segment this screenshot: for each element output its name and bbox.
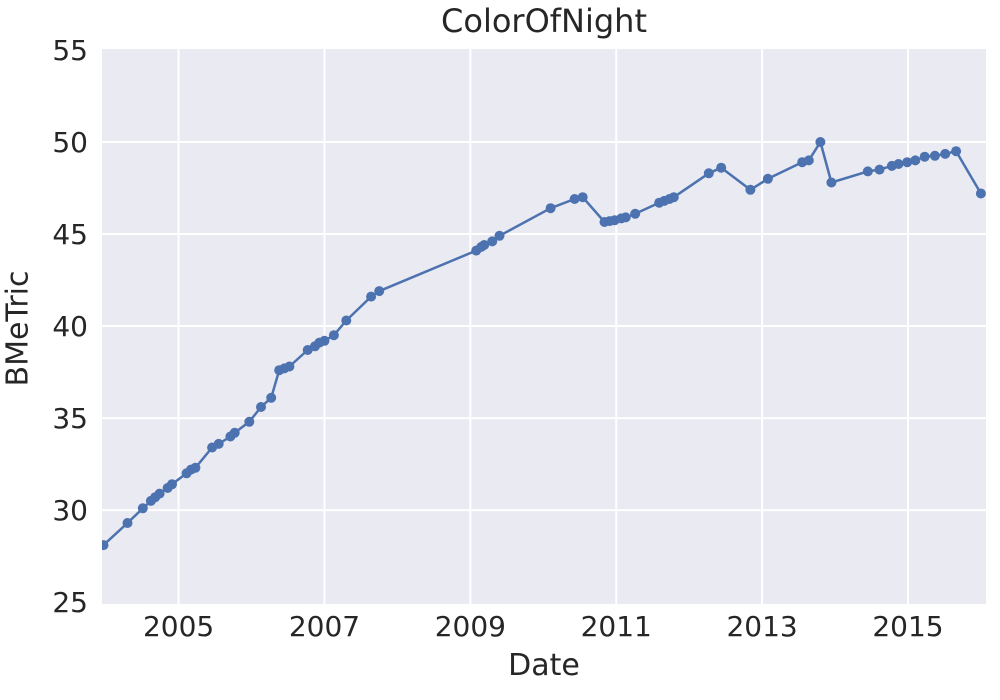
data-point [874, 164, 885, 175]
data-point [716, 162, 727, 173]
data-point [910, 155, 921, 166]
data-point [940, 148, 951, 159]
data-point [374, 286, 385, 297]
data-point [620, 212, 631, 223]
data-point [862, 166, 873, 177]
y-tick-label: 45 [52, 218, 88, 251]
x-axis-label: Date [508, 648, 580, 683]
x-tick-label: 2009 [435, 610, 506, 643]
data-point [366, 291, 377, 302]
y-tick-label: 25 [52, 586, 88, 619]
data-point [284, 361, 295, 372]
data-point [951, 146, 962, 157]
data-point [167, 479, 177, 490]
data-point [703, 168, 714, 179]
data-point [190, 462, 201, 473]
data-point [319, 335, 330, 346]
data-point [902, 157, 913, 168]
data-point [213, 438, 224, 449]
x-tick-label: 2007 [289, 610, 360, 643]
data-point [630, 208, 641, 219]
y-tick-label: 35 [52, 402, 88, 435]
data-point [803, 155, 814, 166]
x-tick-label: 2011 [581, 610, 652, 643]
data-point [929, 150, 940, 161]
x-tick-label: 2013 [726, 610, 797, 643]
y-tick-label: 40 [52, 310, 88, 343]
data-point [745, 184, 756, 195]
chart-title: ColorOfNight [441, 2, 647, 40]
data-point [545, 203, 556, 214]
data-point [494, 230, 505, 241]
data-point [244, 416, 255, 427]
data-point [229, 427, 240, 438]
data-point [487, 236, 498, 247]
data-point [668, 192, 679, 203]
data-point [919, 151, 930, 162]
data-point [893, 159, 904, 169]
data-point [328, 330, 339, 341]
data-point [341, 315, 352, 326]
y-tick-label: 55 [52, 34, 88, 67]
data-point [266, 392, 277, 403]
data-point [569, 194, 580, 204]
data-point [762, 173, 773, 184]
data-point [577, 192, 588, 203]
data-point [975, 188, 986, 199]
x-tick-label: 2015 [872, 610, 943, 643]
data-point [815, 137, 826, 147]
y-tick-label: 50 [52, 126, 88, 159]
x-tick-label: 2005 [143, 610, 214, 643]
data-point [826, 177, 837, 188]
y-tick-label: 30 [52, 494, 88, 527]
data-point [154, 488, 165, 499]
data-point [256, 402, 266, 412]
data-point [102, 540, 109, 551]
data-point [122, 518, 133, 528]
y-axis-label: BMeTric [0, 270, 36, 387]
data-point [479, 240, 490, 250]
data-point [137, 503, 148, 514]
